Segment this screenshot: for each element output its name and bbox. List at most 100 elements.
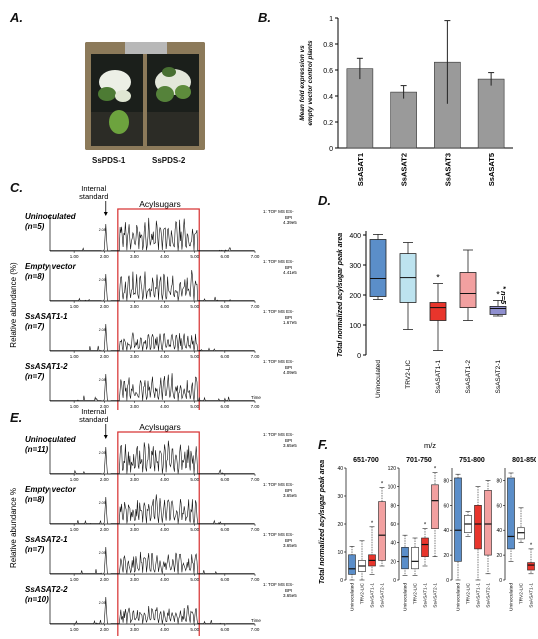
box-Uninoculated [401,547,409,570]
x-tick-label: SsASAT2-1 [486,583,492,608]
x-tick-label: 7.00 [251,477,260,482]
box-SsASAT2-1 [431,484,439,529]
box-SsASAT1-1 [474,505,482,550]
y-tick-label: 0.8 [323,42,333,49]
trace-info1-3: 1: TOF MS ES- [263,582,294,587]
trace-info1-1: 1: TOF MS ES- [263,259,294,264]
x-tick-label: 4.00 [160,404,169,409]
box-SsASAT1-2 [459,272,477,308]
subplot-title-3: 801-850 [512,457,536,464]
trace-n-2: (n=7) [25,322,45,331]
trace-info2-2: BPI [285,538,292,543]
x-tick-label-SsASAT1: SsASAT1 [356,153,365,186]
x-tick-label-SsASAT2: SsASAT2 [400,153,409,186]
bar-SsASAT5 [477,78,505,149]
x-tick-label: 6.00 [220,627,229,632]
trace-info1-0: 1: TOF MS ES- [263,432,294,437]
x-tick-label: 6.00 [220,304,229,309]
x-tick-label: Uninoculated [456,583,462,611]
y-axis-label: Total normalized acylsugar peak area [319,460,326,584]
y-axis-label: Relative abundance % [10,488,18,568]
box-SsASAT2-1 [484,490,492,556]
trace-n-2: (n=7) [25,545,45,554]
trace-info2-3: BPI [285,588,292,593]
trace-name-3: SsASAT1-2 [25,362,68,371]
peak-label-0: 2.08 [99,228,106,232]
x-tick-label-TRV2-LIC: TRV2-LIC [405,360,412,389]
x-tick-label: 5.00 [190,404,199,409]
y-tick-label: 20 [390,559,396,565]
x-tick-label: 3.00 [130,404,139,409]
trace-info1-0: 1: TOF MS ES- [263,209,294,214]
trace-info2-1: BPI [285,265,292,270]
y-tick-label: 60 [390,522,396,528]
x-tick-label: Uninoculated [350,583,356,611]
y-axis-label: Total normalized acylsugar peak area [337,233,344,357]
x-tick-label-SsASAT1-1: SsASAT1-1 [435,360,442,394]
x-tick-label: Uninoculated [509,583,515,611]
y-tick-label: 30 [337,494,343,500]
y-tick-label: 40 [337,466,343,472]
y-tick-label: 100 [349,323,361,330]
y-tick-label: 40 [443,528,449,534]
x-tick-label-SsASAT2-1: SsASAT2-1 [495,360,502,394]
trace-line-3 [49,373,255,402]
x-tick-label: 1.00 [70,577,79,582]
acylsugars-label: Acylsugars [139,422,181,432]
y-tick-label: 0.4 [323,94,333,101]
trace-info2-3: BPI [285,365,292,370]
y-axis-label: Mean fold expression vsempty vector cont… [299,40,314,126]
trace-info1-2: 1: TOF MS ES- [263,532,294,537]
y-tick-label: 200 [349,293,361,300]
trace-info2-1: BPI [285,488,292,493]
x-tick-label: 4.00 [160,254,169,259]
x-tick-label: 7.00 [251,627,260,632]
plant-label-2: SsPDS-2 [152,156,186,165]
box-SsASAT2-1 [489,306,507,315]
x-tick-label: 3.00 [130,477,139,482]
panel-label-b: B. [258,10,271,25]
subplot-title-1: 701-750 [406,457,432,464]
panel-label-d: D. [318,193,331,208]
x-tick-label: 3.00 [130,577,139,582]
y-tick-label: 0 [393,578,396,584]
y-axis-label: Relative abundance (%) [10,262,18,348]
x-tick-label: 6.00 [220,254,229,259]
x-tick-label: SsASAT2-1 [380,583,386,608]
x-tick-label: 7.00 [251,254,260,259]
y-tick-label: 100 [388,485,397,491]
y-tick-label: 20 [337,522,343,528]
trace-info2-0: BPI [285,215,292,220]
trace-info3-2: 3.65e5 [283,543,297,548]
box-plot-d: 0 100 200 300 400 Total normalized acylsugar … [337,231,508,398]
y-tick-label: 0 [499,578,502,584]
box-TRV2-LIC [517,527,525,540]
significance-star: * [496,289,500,299]
x-tick-label: 3.00 [130,304,139,309]
panel-label-a: A. [10,10,23,25]
y-axis-label-line2: empty vector control plants [307,40,314,126]
x-tick-label-Uninoculated: Uninoculated [375,360,382,398]
y-tick-label: 20 [443,553,449,559]
acylsugars-label: Acylsugars [139,199,181,209]
bar-SsASAT2 [390,91,417,149]
y-tick-label: 40 [390,541,396,547]
trace-name-3: SsASAT2-2 [25,585,68,594]
x-tick-label: 7.00 [251,577,260,582]
trace-line-2 [49,323,255,352]
internal-standard-label-2: standard [79,192,108,201]
x-tick-label: 4.00 [160,477,169,482]
plant-photo [85,42,205,150]
x-tick-label: 3.00 [130,354,139,359]
box-SsASAT1-1 [421,537,429,557]
x-tick-label: 7.00 [251,404,260,409]
x-tick-label: 2.00 [100,627,109,632]
trace-n-0: (n=5) [25,222,45,231]
x-tick-label: 3.00 [130,254,139,259]
trace-line-0 [49,440,255,475]
trace-name-0: Uninoculated [25,435,77,444]
trace-info3-2: 1.67e5 [283,320,297,325]
subplot-title-0: 651-700 [353,457,379,464]
x-tick-label: 1.00 [70,254,79,259]
